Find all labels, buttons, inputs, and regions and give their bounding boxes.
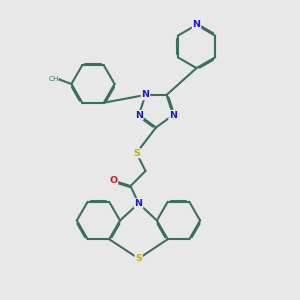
Text: CH₃: CH₃ (48, 76, 62, 82)
Text: O: O (109, 176, 118, 185)
Text: S: S (133, 148, 140, 158)
Text: N: N (135, 199, 142, 208)
Text: N: N (169, 111, 177, 120)
Text: S: S (135, 254, 142, 263)
Text: N: N (141, 90, 149, 99)
Text: N: N (135, 111, 143, 120)
Text: N: N (193, 20, 200, 29)
